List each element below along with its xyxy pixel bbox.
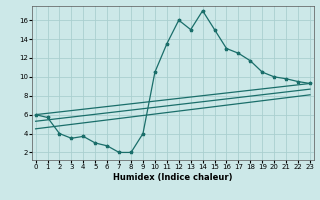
X-axis label: Humidex (Indice chaleur): Humidex (Indice chaleur)	[113, 173, 233, 182]
